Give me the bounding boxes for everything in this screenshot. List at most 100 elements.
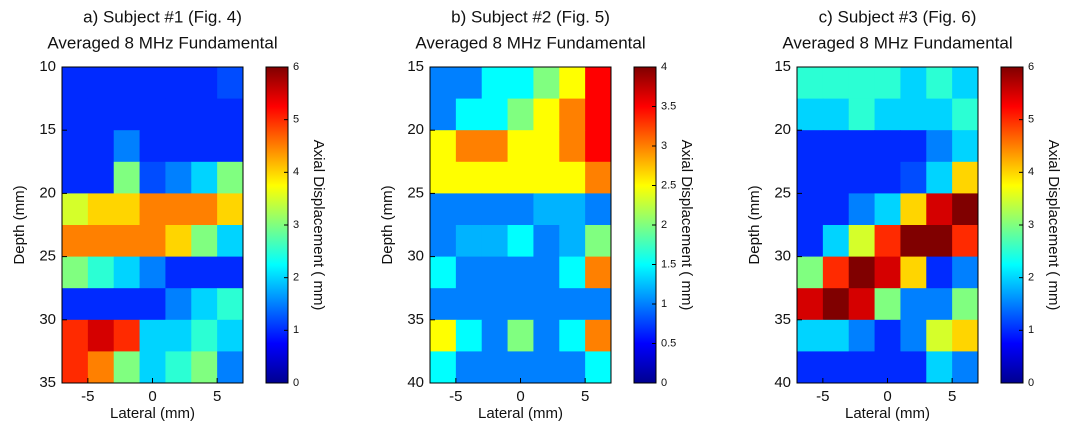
x-axis-label: Lateral (mm) bbox=[110, 405, 195, 422]
heat-cell bbox=[507, 98, 534, 131]
heat-cell bbox=[165, 351, 192, 384]
heat-cell bbox=[900, 288, 927, 321]
heat-cell bbox=[926, 161, 953, 194]
heat-cell bbox=[797, 161, 824, 194]
heat-cell bbox=[430, 351, 457, 384]
y-tick-label: 25 bbox=[407, 184, 424, 201]
heat-cell bbox=[217, 161, 244, 194]
heat-cell bbox=[507, 256, 534, 289]
heat-cell bbox=[165, 98, 192, 131]
x-tick-label: -5 bbox=[81, 388, 94, 405]
heat-cell bbox=[874, 225, 901, 258]
heat-cell bbox=[113, 193, 141, 226]
heat-cell bbox=[113, 351, 141, 384]
y-axis-label: Depth (mm) bbox=[746, 185, 763, 264]
heat-cell bbox=[822, 67, 850, 100]
heat-cell bbox=[533, 319, 560, 352]
heat-cell bbox=[217, 319, 244, 352]
heat-cell bbox=[217, 98, 244, 131]
y-tick-label: 25 bbox=[39, 248, 56, 265]
heat-cell bbox=[822, 225, 850, 258]
heat-cell bbox=[430, 161, 457, 194]
heat-cell bbox=[113, 130, 141, 163]
colorbar-tick-label: 4 bbox=[293, 166, 299, 178]
heat-cell bbox=[874, 193, 901, 226]
heat-cell bbox=[139, 161, 166, 194]
heat-cell bbox=[481, 98, 509, 131]
heat-cell bbox=[87, 288, 115, 321]
heat-cell bbox=[165, 256, 192, 289]
y-tick-label: 15 bbox=[774, 58, 791, 75]
heat-cell bbox=[481, 67, 509, 100]
heat-cell bbox=[455, 256, 483, 289]
x-tick-label: 0 bbox=[516, 388, 524, 405]
x-axis-label: Lateral (mm) bbox=[478, 405, 563, 422]
heat-cell bbox=[874, 98, 901, 131]
heat-cell bbox=[139, 256, 166, 289]
heat-cell bbox=[822, 319, 850, 352]
heat-cell bbox=[62, 256, 89, 289]
heat-cell bbox=[797, 288, 824, 321]
colorbar-tick-label: 0.5 bbox=[661, 337, 676, 349]
heat-cell bbox=[797, 351, 824, 384]
heat-cell bbox=[481, 288, 509, 321]
x-tick-label: 5 bbox=[581, 388, 589, 405]
heat-cell bbox=[87, 161, 115, 194]
heat-cell bbox=[139, 193, 166, 226]
y-tick-label: 40 bbox=[774, 374, 791, 391]
colorbar-tick-label: 3.5 bbox=[661, 100, 676, 112]
heat-cell bbox=[822, 161, 850, 194]
heat-cell bbox=[481, 319, 509, 352]
heat-cell bbox=[559, 130, 586, 163]
heat-cell bbox=[62, 225, 89, 258]
heat-cell bbox=[62, 67, 89, 100]
heat-cell bbox=[191, 256, 218, 289]
heat-cell bbox=[507, 288, 534, 321]
heat-cell bbox=[585, 161, 612, 194]
heat-cell bbox=[62, 319, 89, 352]
heat-cell bbox=[533, 351, 560, 384]
heat-cell bbox=[559, 98, 586, 131]
heat-cell bbox=[797, 319, 824, 352]
heat-cell bbox=[559, 161, 586, 194]
heat-cell bbox=[952, 288, 979, 321]
heat-cell bbox=[430, 319, 457, 352]
heat-cell bbox=[559, 67, 586, 100]
heat-cell bbox=[822, 351, 850, 384]
heat-cell bbox=[455, 225, 483, 258]
x-tick-label: 0 bbox=[883, 388, 891, 405]
colorbar-tick-label: 3 bbox=[661, 140, 667, 152]
heat-cell bbox=[113, 67, 141, 100]
y-tick-label: 30 bbox=[407, 248, 424, 265]
heat-cell bbox=[952, 161, 979, 194]
heat-cell bbox=[455, 193, 483, 226]
chart-title: c) Subject #3 (Fig. 6) bbox=[819, 7, 977, 26]
heat-cell bbox=[455, 288, 483, 321]
heat-cell bbox=[507, 130, 534, 163]
heat-cell bbox=[848, 161, 876, 194]
heat-cell bbox=[191, 193, 218, 226]
heat-cell bbox=[217, 130, 244, 163]
heat-cell bbox=[533, 288, 560, 321]
heat-cell bbox=[848, 288, 876, 321]
heat-cell bbox=[139, 288, 166, 321]
heat-cell bbox=[926, 225, 953, 258]
y-tick-label: 20 bbox=[407, 121, 424, 138]
heat-cell bbox=[165, 225, 192, 258]
heat-cell bbox=[165, 193, 192, 226]
heat-cell bbox=[533, 256, 560, 289]
heat-cell bbox=[585, 288, 612, 321]
heat-cell bbox=[430, 98, 457, 131]
x-tick-label: 5 bbox=[948, 388, 956, 405]
heat-cell bbox=[455, 67, 483, 100]
heat-cell bbox=[113, 225, 141, 258]
heat-cell bbox=[191, 225, 218, 258]
heat-cell bbox=[559, 288, 586, 321]
heat-cell bbox=[481, 193, 509, 226]
heat-cell bbox=[481, 161, 509, 194]
heat-cell bbox=[559, 351, 586, 384]
heat-cell bbox=[822, 130, 850, 163]
heat-cell bbox=[822, 98, 850, 131]
heat-cell bbox=[455, 161, 483, 194]
